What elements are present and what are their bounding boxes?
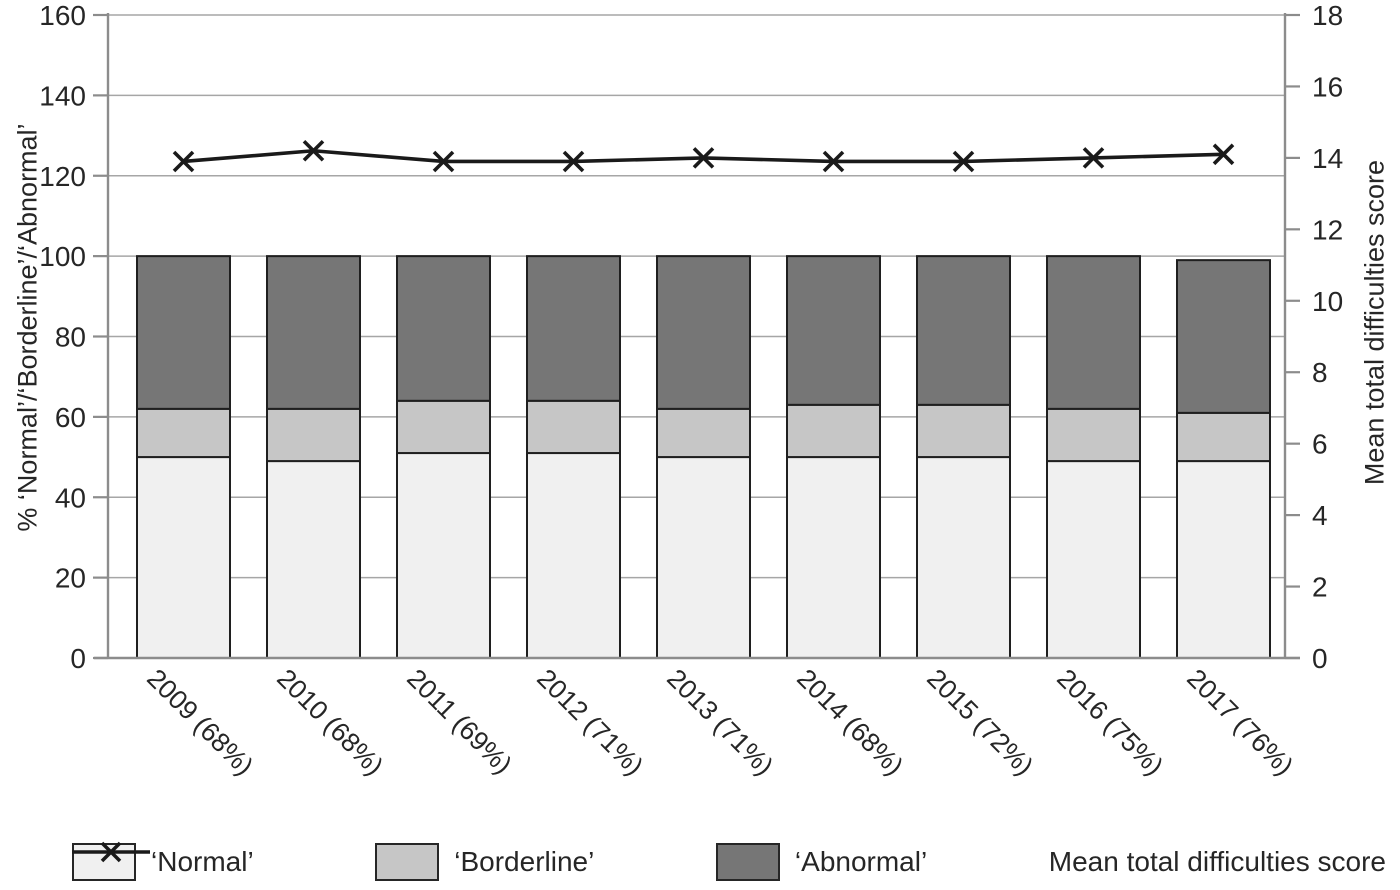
left-tick-label: 120 xyxy=(39,161,86,192)
bar-segment-abnormal xyxy=(396,255,491,402)
bar-segment-abnormal xyxy=(1046,255,1141,410)
bar-segment-abnormal xyxy=(136,255,231,410)
bar-segment-normal xyxy=(1176,460,1271,659)
x-marker xyxy=(562,150,585,173)
legend-label-borderline: ‘Borderline’ xyxy=(454,846,595,877)
right-axis-label: Mean total difficulties score xyxy=(1359,159,1390,486)
bar-segment-borderline xyxy=(266,407,361,463)
left-tick-label: 40 xyxy=(55,482,86,513)
right-tick-label: 10 xyxy=(1312,286,1343,317)
bar-segment-abnormal xyxy=(526,255,621,402)
x-axis-label: 2016 (75%) xyxy=(1051,663,1169,781)
left-tick-label: 60 xyxy=(55,402,86,433)
bar-segment-borderline xyxy=(916,403,1011,459)
bar-segment-normal xyxy=(656,456,751,659)
bar-segment-abnormal xyxy=(266,255,361,410)
left-axis-label: % ‘Normal’/‘Borderline’/‘Abnormal’ xyxy=(12,123,43,532)
right-tick-label: 6 xyxy=(1312,429,1328,460)
bar-segment-normal xyxy=(526,452,621,660)
bar-segment-normal xyxy=(266,460,361,659)
bar-segment-normal xyxy=(396,452,491,660)
bar-segment-borderline xyxy=(1176,411,1271,463)
right-tick-label: 2 xyxy=(1312,572,1328,603)
right-tick-label: 4 xyxy=(1312,500,1328,531)
bar-segment-abnormal xyxy=(916,255,1011,406)
x-marker xyxy=(1082,147,1105,169)
x-axis-label: 2010 (68%) xyxy=(271,663,389,781)
bar-segment-borderline xyxy=(786,403,881,459)
x-marker xyxy=(952,150,975,173)
x-axis-label: 2013 (71%) xyxy=(661,663,779,781)
legend-label-normal: ‘Normal’ xyxy=(151,846,254,877)
x-axis-label: 2014 (68%) xyxy=(791,663,909,781)
bar-segment-normal xyxy=(1046,460,1141,659)
legend-item-mean-line: Mean total difficulties score xyxy=(72,841,1386,878)
x-axis-label: 2009 (68%) xyxy=(141,663,259,781)
bar-segment-borderline xyxy=(526,399,621,455)
left-tick-label: 100 xyxy=(39,241,86,272)
x-axis-label: 2017 (76%) xyxy=(1181,663,1299,781)
x-marker xyxy=(432,150,455,173)
left-tick-label: 0 xyxy=(70,643,86,674)
bar-segment-abnormal xyxy=(786,255,881,406)
chart-legend: ‘Normal’ ‘Borderline’ ‘Abnormal’ Mean to… xyxy=(72,839,1386,885)
left-tick-label: 140 xyxy=(39,80,86,111)
abnormal-swatch-icon xyxy=(715,843,780,881)
legend-label-mean-line: Mean total difficulties score xyxy=(1048,846,1386,877)
bar-segment-borderline xyxy=(656,407,751,459)
x-marker xyxy=(822,150,845,173)
bar-segment-abnormal xyxy=(1176,259,1271,414)
bar-segment-normal xyxy=(136,456,231,659)
legend-label-abnormal: ‘Abnormal’ xyxy=(794,846,928,877)
x-axis-label: 2011 (69%) xyxy=(401,663,518,780)
x-marker xyxy=(302,139,325,162)
bar-segment-abnormal xyxy=(656,255,751,410)
x-line-marker-icon xyxy=(72,841,150,863)
left-tick-label: 80 xyxy=(55,322,86,353)
x-marker xyxy=(172,150,195,173)
legend-item-abnormal: ‘Abnormal’ xyxy=(715,843,928,881)
x-axis-label: 2012 (71%) xyxy=(531,663,649,781)
bar-segment-borderline xyxy=(1046,407,1141,463)
bar-segment-borderline xyxy=(136,407,231,459)
borderline-swatch-icon xyxy=(375,843,440,881)
x-axis-label: 2015 (72%) xyxy=(921,663,1039,781)
bar-segment-borderline xyxy=(396,399,491,455)
right-tick-label: 8 xyxy=(1312,357,1328,388)
x-marker xyxy=(692,147,715,169)
bar-segment-normal xyxy=(786,456,881,659)
right-tick-label: 0 xyxy=(1312,643,1328,674)
right-tick-label: 18 xyxy=(1312,0,1343,31)
legend-item-normal: ‘Normal’ xyxy=(72,843,254,881)
right-tick-label: 16 xyxy=(1312,71,1343,102)
left-tick-label: 20 xyxy=(55,563,86,594)
left-tick-label: 160 xyxy=(39,0,86,31)
right-tick-label: 12 xyxy=(1312,214,1343,245)
right-tick-label: 14 xyxy=(1312,143,1343,174)
bar-segment-normal xyxy=(916,456,1011,659)
x-marker xyxy=(1212,143,1235,166)
legend-item-borderline: ‘Borderline’ xyxy=(375,843,594,881)
